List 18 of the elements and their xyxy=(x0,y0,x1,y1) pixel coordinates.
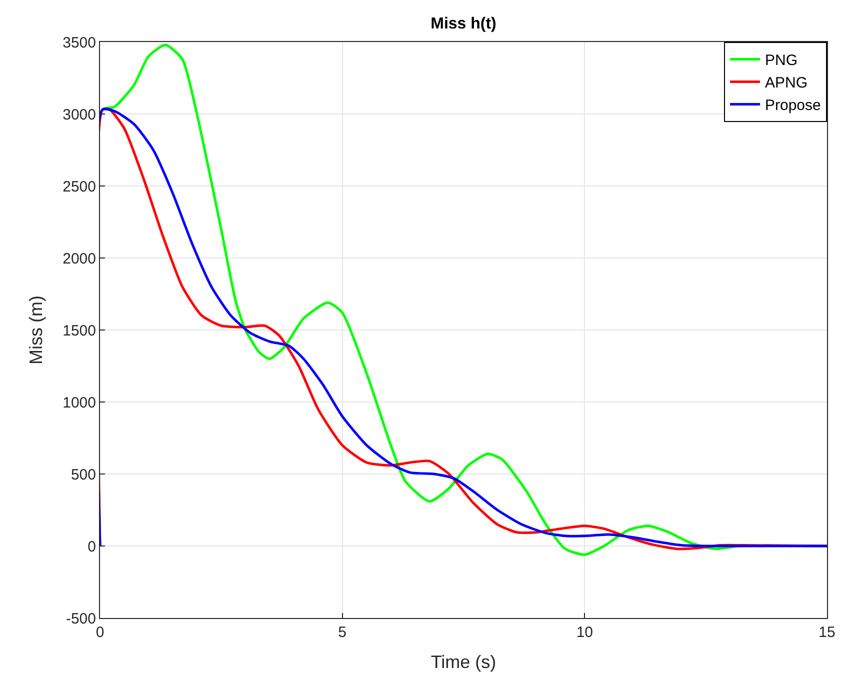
y-tick-label: 500 xyxy=(70,466,96,484)
y-axis-title: Miss (m) xyxy=(26,296,46,364)
legend-label: PNG xyxy=(765,52,798,70)
y-tick-label: 0 xyxy=(88,538,96,556)
x-tick-label: 5 xyxy=(338,624,346,641)
y-tick-label: 2000 xyxy=(62,250,96,268)
y-tick-label: 3500 xyxy=(62,34,96,52)
legend-label: Propose xyxy=(765,97,821,114)
y-tick-label: 1500 xyxy=(62,322,96,340)
y-tick-label: -500 xyxy=(66,610,96,628)
y-tick-label: 2500 xyxy=(62,178,96,196)
x-tick-label: 15 xyxy=(818,624,836,641)
chart-title: Miss h(t) xyxy=(430,15,496,32)
legend-label: APNG xyxy=(765,74,808,92)
y-tick-label: 1000 xyxy=(62,394,96,412)
x-tick-label: 10 xyxy=(576,624,594,641)
y-tick-label: 3000 xyxy=(62,106,96,124)
x-axis-title: Time (s) xyxy=(430,652,496,672)
